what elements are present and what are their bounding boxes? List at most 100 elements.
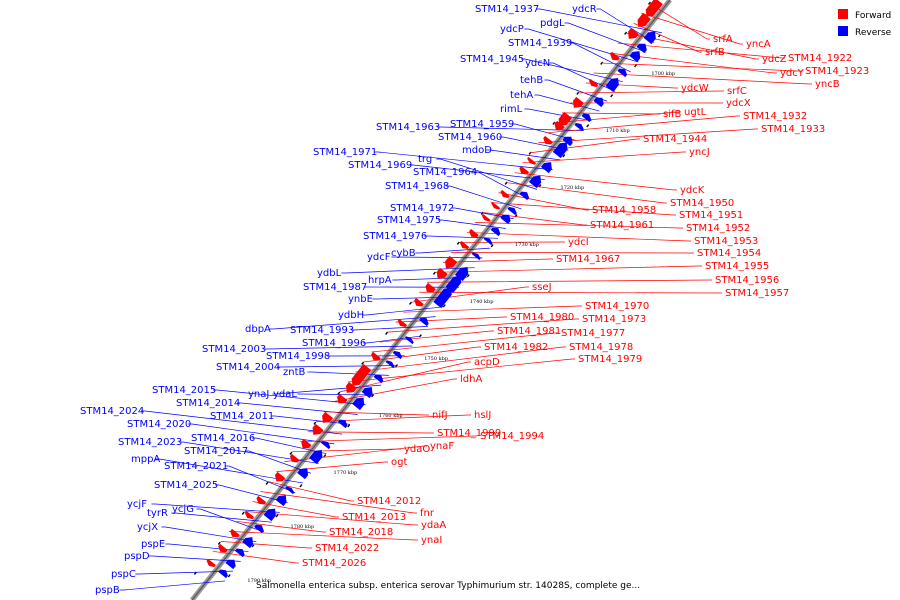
forward-gene-label: ugtL: [684, 107, 707, 118]
reverse-leader-line: [151, 503, 280, 513]
forward-gene-label: ydcW: [681, 83, 709, 94]
forward-leader-line: [482, 212, 587, 226]
reverse-gene: [581, 113, 592, 123]
reverse-gene-label: ydaL: [273, 389, 297, 400]
forward-gene-label: ydcX: [726, 98, 751, 109]
reverse-leader-line: [486, 149, 561, 161]
forward-gene-label: STM14_1932: [743, 111, 807, 122]
forward-leader-line: [514, 172, 677, 191]
kbp-marker: 1740 kbp: [470, 299, 494, 305]
forward-gene: [301, 438, 312, 449]
backbone-tick: [227, 574, 231, 578]
reverse-leader-line: [179, 441, 319, 464]
forward-gene: [397, 318, 408, 328]
forward-gene: [312, 423, 324, 435]
reverse-leader-line: [415, 247, 491, 254]
forward-gene: [337, 393, 348, 404]
kbp-ticks: [193, 1, 661, 578]
reverse-gene-label: ydbH: [338, 310, 364, 321]
forward-leader-line: [554, 111, 681, 124]
forward-gene-label: ogt: [391, 457, 407, 468]
reverse-gene: [321, 440, 331, 450]
reverse-gene-label: ydbL: [317, 268, 342, 279]
reverse-gene: [285, 486, 295, 495]
reverse-gene: [254, 524, 264, 534]
forward-leader-line: [522, 151, 686, 164]
reverse-gene-label: STM14_1964: [413, 167, 477, 178]
reverse-gene-label: ycjG: [172, 504, 194, 515]
forward-gene: [500, 189, 510, 199]
reverse-gene-label: mppA: [131, 454, 160, 465]
forward-leader-line: [228, 531, 418, 541]
reverse-gene-label: STM14_1937: [475, 4, 539, 15]
forward-gene-label: STM14_1973: [582, 314, 646, 325]
forward-leader-line: [443, 258, 553, 263]
reverse-leader-line: [451, 207, 514, 220]
forward-leader-line: [276, 461, 388, 472]
reverse-gene-label: rimL: [500, 104, 523, 115]
reverse-gene-label: tehB: [520, 75, 543, 86]
reverse-leader-line: [277, 365, 397, 368]
backbone-tick: [217, 541, 221, 545]
forward-leader-line: [601, 62, 802, 72]
forward-gene: [481, 213, 491, 222]
forward-gene-label: srfC: [727, 86, 747, 97]
reverse-leader-line: [141, 410, 343, 435]
forward-leader-line: [244, 511, 418, 526]
reverse-leader-line: [225, 465, 296, 494]
reverse-gene-label: pdgL: [540, 18, 565, 29]
backbone-tick: [432, 271, 436, 275]
reverse-gene: [605, 78, 619, 93]
forward-gene-label: STM14_1982: [484, 342, 548, 353]
backbone-tick: [538, 184, 542, 188]
kbp-marker: 1790 kbp: [247, 578, 271, 584]
reverse-leader-line: [213, 389, 366, 406]
backbone-tick: [337, 391, 341, 395]
forward-gene-label: STM14_1977: [561, 328, 625, 339]
forward-gene: [274, 471, 286, 482]
reverse-leader-line: [549, 62, 616, 92]
forward-gene-label: STM14_1994: [480, 431, 544, 442]
reverse-gene: [629, 51, 641, 63]
forward-leader-line: [371, 332, 558, 353]
reverse-gene: [337, 419, 348, 429]
reverse-leader-line: [341, 267, 475, 274]
backbone-tick: [442, 304, 446, 308]
reverse-gene-label: pspE: [141, 539, 165, 550]
reverse-leader-line: [148, 555, 241, 562]
reverse-gene: [507, 206, 517, 216]
forward-gene: [527, 156, 537, 165]
reverse-leader-line: [391, 256, 483, 259]
backbone-tick: [385, 331, 389, 335]
kbp-markers: 1700 kbp 1710 kbp 1720 kbp 1730 kbp 1740 kbp…: [247, 71, 675, 584]
forward-gene: [459, 240, 470, 250]
backbone-tick: [466, 274, 470, 278]
reverse-gene-label: STM14_1993: [290, 325, 354, 336]
reverse-gene-label: cybB: [391, 248, 416, 259]
reverse-gene-label: ynbE: [348, 294, 373, 305]
forward-leader-line: [387, 318, 579, 333]
reverse-leader-line: [372, 296, 452, 300]
reverse-leader-line: [392, 277, 467, 281]
reverse-gene-label: STM14_1972: [390, 203, 454, 214]
reverse-gene: [419, 317, 429, 327]
forward-leader-line: [593, 72, 812, 85]
forward-gene-label: STM14_1951: [679, 210, 743, 221]
reverse-gene-label: STM14_1987: [303, 282, 367, 293]
reverse-gene: [562, 136, 573, 147]
forward-leader-line: [427, 279, 712, 283]
reverse-gene: [404, 336, 414, 345]
reverse-leader-line: [119, 580, 226, 591]
backbone-tick: [586, 124, 590, 128]
reverse-gene: [617, 68, 628, 78]
reverse-gene: [454, 267, 469, 282]
forward-gene-label: STM14_1944: [643, 134, 707, 145]
reverse-gene-label: ydcR: [572, 4, 597, 15]
backbone-tick: [241, 511, 245, 515]
forward-gene-label: ydaO: [404, 444, 430, 455]
forward-gene-label: ldhA: [460, 374, 482, 385]
forward-gene: [346, 381, 357, 393]
reverse-gene-label: ydcP: [500, 24, 524, 35]
forward-gene-label: hslJ: [474, 410, 491, 421]
reverse-gene-label: STM14_1963: [376, 122, 440, 133]
